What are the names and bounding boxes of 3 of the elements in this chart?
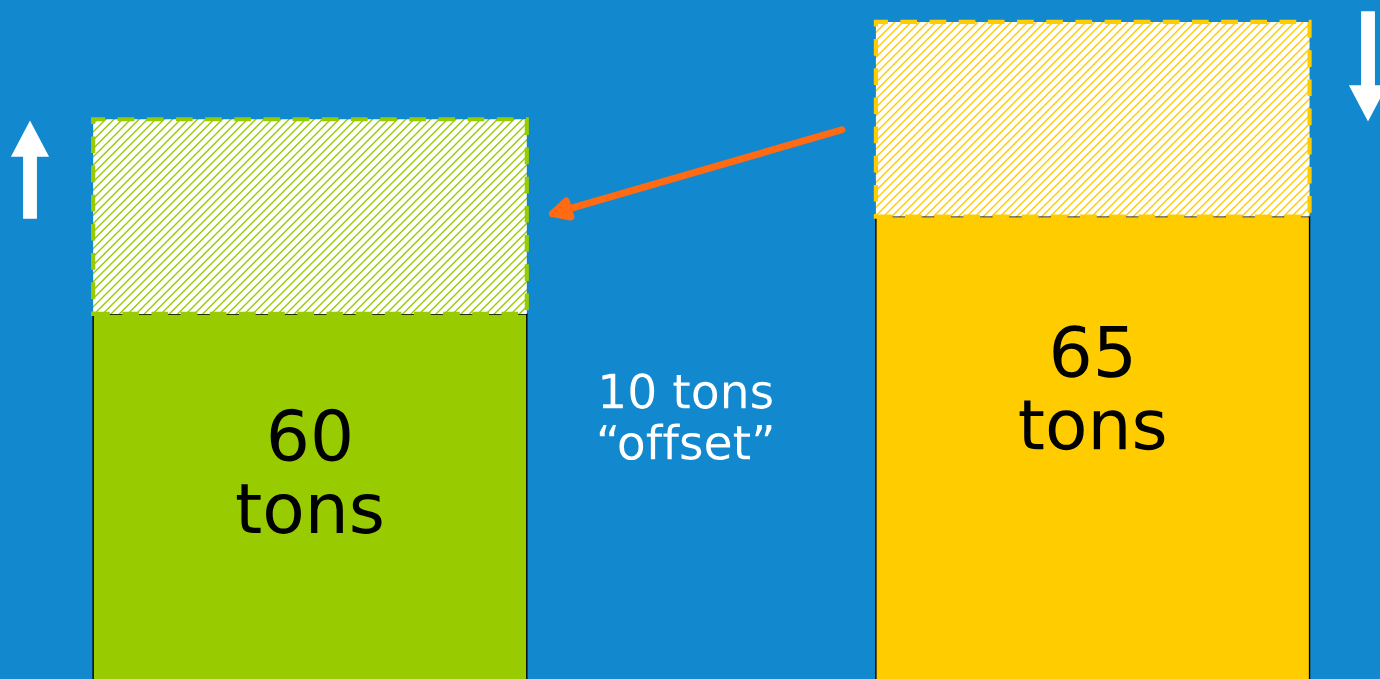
data-label: 65 tons: [1019, 325, 1165, 451]
annotation: 10 tons “offset”: [599, 373, 772, 460]
data-label: 60 tons: [236, 408, 382, 534]
